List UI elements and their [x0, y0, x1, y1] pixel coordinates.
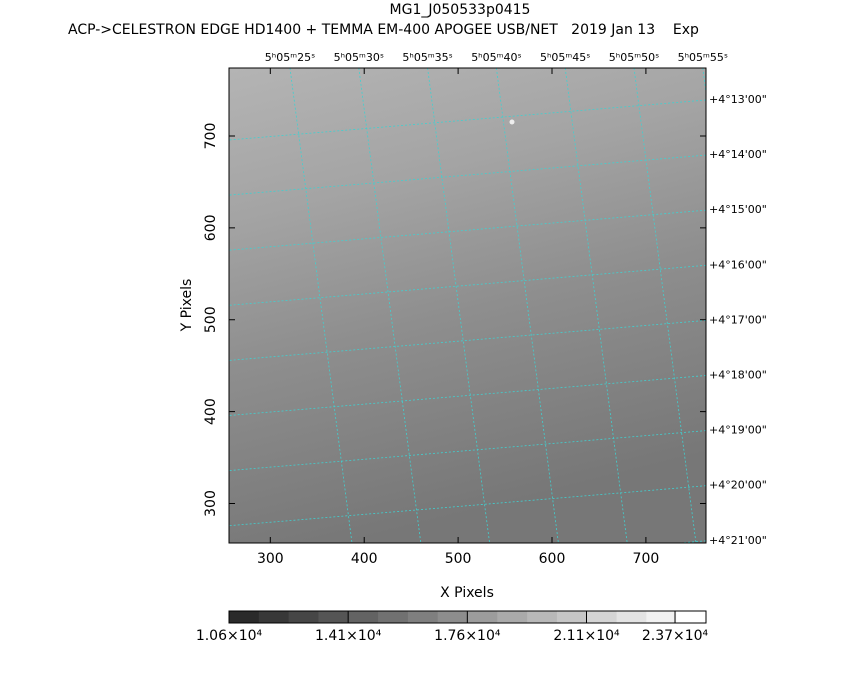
dec-label: +4°18'00" — [709, 369, 767, 382]
colorbar-segment — [616, 611, 647, 623]
plot-frame — [228, 67, 707, 544]
y-axis-label: Y Pixels — [179, 279, 195, 333]
ra-label: 5ʰ05ᵐ55ˢ — [678, 51, 728, 64]
x-tick-label: 300 — [257, 551, 284, 567]
ra-grid-line — [702, 68, 706, 96]
y-tick-label: 700 — [203, 123, 219, 150]
ra-label: 5ʰ05ᵐ45ˢ — [540, 51, 590, 64]
colorbar-tick-label: 2.37×10⁴ — [642, 628, 709, 644]
ra-label: 5ʰ05ᵐ25ˢ — [265, 51, 315, 64]
dec-label: +4°15'00" — [709, 203, 767, 216]
ra-label: 5ʰ05ᵐ35ˢ — [402, 51, 452, 64]
dec-label: +4°16'00" — [709, 258, 767, 271]
dec-label: +4°17'00" — [709, 313, 767, 326]
chart-subtitle: ACP->CELESTRON EDGE HD1400 + TEMMA EM-40… — [68, 22, 699, 38]
colorbar-segment — [378, 611, 409, 623]
x-axis-label: X Pixels — [440, 585, 494, 601]
colorbar-segment — [497, 611, 528, 623]
colorbar-segment — [288, 611, 319, 623]
colorbar-segment — [586, 611, 618, 623]
y-tick-label: 400 — [203, 398, 219, 425]
ra-label: 5ʰ05ᵐ40ˢ — [471, 51, 521, 64]
colorbar-segment — [527, 611, 558, 623]
colorbar-segment — [437, 611, 468, 623]
chart-title: MG1_J050533p0415 — [390, 2, 531, 18]
star — [509, 119, 515, 125]
dec-label: +4°20'00" — [709, 479, 767, 492]
y-tick-label: 300 — [203, 490, 219, 517]
colorbar-tick-label: 2.11×10⁴ — [553, 628, 620, 644]
dec-label: +4°21'00" — [709, 534, 767, 547]
colorbar-segment — [258, 611, 290, 623]
colorbar-segment — [229, 611, 260, 623]
colorbar-segment — [348, 611, 379, 623]
colorbar-segment — [556, 611, 588, 623]
x-tick-label: 600 — [539, 551, 566, 567]
colorbar-segment — [467, 611, 498, 623]
y-tick-label: 600 — [203, 214, 219, 241]
colorbar-tick-label: 1.76×10⁴ — [434, 628, 501, 644]
dec-label: +4°13'00" — [709, 93, 767, 106]
colorbar-segment — [407, 611, 439, 623]
dec-label: +4°19'00" — [709, 424, 767, 437]
x-tick-label: 400 — [351, 551, 378, 567]
colorbar-segment — [318, 611, 349, 623]
ra-label: 5ʰ05ᵐ50ˢ — [609, 51, 659, 64]
colorbar-segment — [676, 611, 707, 623]
x-tick-label: 500 — [445, 551, 472, 567]
colorbar-segment — [646, 611, 677, 623]
ra-label: 5ʰ05ᵐ30ˢ — [334, 51, 384, 64]
colorbar-tick-label: 1.41×10⁴ — [315, 628, 382, 644]
dec-label: +4°14'00" — [709, 148, 767, 161]
x-tick-label: 700 — [633, 551, 660, 567]
image — [229, 68, 706, 543]
y-tick-label: 500 — [203, 306, 219, 333]
colorbar-tick-label: 1.06×10⁴ — [196, 628, 263, 644]
